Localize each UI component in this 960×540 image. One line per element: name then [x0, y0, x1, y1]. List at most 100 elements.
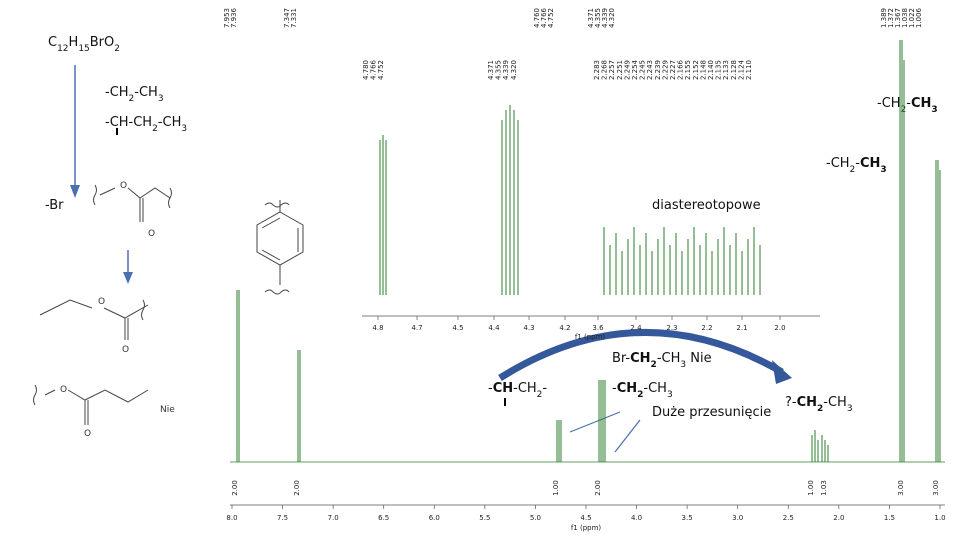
peak-label: 2.268 [601, 60, 609, 80]
label-part: H [69, 35, 79, 50]
label: Br-CH2-CH3 Nie [612, 351, 712, 370]
integral: 3.00 [897, 480, 905, 496]
tick-label: 2.1 [736, 324, 747, 332]
peak-label: 4.766 [540, 7, 548, 28]
tick-label: 2.4 [630, 324, 642, 332]
tick-label: 1.5 [884, 514, 895, 522]
peak-label: 2.124 [737, 59, 745, 80]
peak-label: 4.780 [362, 60, 370, 80]
peak-label: 7.953 [223, 8, 231, 28]
tick-label: 4.4 [488, 324, 500, 332]
peak-label: 4.355 [594, 8, 602, 28]
label-part: 3 [181, 124, 187, 134]
peak-label: 2.148 [699, 60, 707, 80]
label: diastereotopowe [652, 198, 761, 213]
atom: O [84, 429, 91, 439]
label-part: CH [617, 381, 637, 396]
tick-label: 3.5 [682, 514, 693, 522]
label: Nie [160, 405, 175, 415]
tick-label: 2.0 [774, 324, 785, 332]
label-part: 2 [114, 44, 120, 54]
label: -CH2-CH3 [877, 96, 938, 115]
peak-label: 2.257 [608, 60, 616, 80]
pointers [569, 411, 641, 453]
tick-label: 7.5 [277, 514, 288, 522]
peak-label: 4.355 [495, 60, 503, 80]
arrow [498, 329, 784, 381]
label-part: Nie [686, 351, 711, 366]
label: Duże przesunięcie [652, 405, 771, 420]
tick-label: 4.0 [631, 514, 642, 522]
peak-label: 7.936 [230, 7, 238, 28]
peak-label: 4.371 [587, 8, 595, 28]
label: -CH2-CH3 [105, 85, 164, 104]
label: -CH-CH2-CH3 [105, 115, 187, 134]
label-part: -CH [657, 351, 681, 366]
tick-label: 7.0 [328, 514, 339, 522]
label-part: -Br [45, 198, 64, 213]
label-part: CH [493, 381, 513, 396]
peak-label: 2.166 [677, 59, 685, 80]
label-part: 2 [817, 404, 823, 414]
peak-label: 1.022 [908, 8, 916, 28]
label-part: -CH [134, 85, 158, 100]
tick-label: 8.0 [226, 514, 237, 522]
peak-label: 2.251 [616, 60, 624, 80]
label-part: Duże przesunięcie [652, 405, 771, 420]
label-part: C [48, 35, 57, 50]
label-part: -CH [643, 381, 667, 396]
label-part: 2 [129, 94, 135, 104]
label-part: 15 [78, 44, 89, 54]
peak-label: 4.752 [377, 60, 385, 80]
label-part: 2 [637, 390, 643, 400]
peak-label: 1.038 [901, 8, 909, 28]
peak-label: 1.006 [915, 7, 923, 28]
label-part: Br- [612, 351, 630, 366]
label: C12H15BrO2 [48, 35, 120, 54]
label-part: - [542, 381, 547, 396]
integral: 3.00 [932, 480, 940, 496]
peak-label: 2.254 [631, 59, 639, 80]
label: -Br [45, 198, 64, 213]
tick-label: 3.6 [592, 324, 604, 332]
peak-label: 2.243 [646, 60, 654, 80]
peak-label: 4.339 [502, 60, 510, 80]
tick-label: 4.2 [559, 324, 570, 332]
label-part: Nie [160, 405, 175, 415]
label-part: CH [860, 156, 880, 171]
integral: 1.00 [552, 480, 560, 496]
peak-label: 2.249 [623, 60, 631, 80]
integral: 2.00 [231, 480, 239, 496]
peak-label: 2.227 [669, 60, 677, 80]
tick-label: 5.0 [530, 514, 541, 522]
label: -CH2-CH3 [826, 156, 887, 175]
label-part: - [855, 156, 860, 171]
label-part: 2 [850, 165, 856, 175]
peak-label: 2.229 [661, 60, 669, 80]
tick-label: 2.2 [701, 324, 712, 332]
label-part: -CH [823, 395, 847, 410]
peak-label: 2.239 [654, 60, 662, 80]
peak-label: 4.760 [533, 8, 541, 28]
label: -CH-CH2- [488, 381, 547, 400]
tick-label: 2.5 [783, 514, 794, 522]
label-part: ?- [785, 395, 797, 410]
label-part: 3 [931, 105, 937, 115]
label-part: 12 [57, 44, 68, 54]
label-part: 2 [901, 105, 907, 115]
tick-label: 5.5 [479, 514, 490, 522]
peak-label: 4.371 [487, 60, 495, 80]
structures [33, 65, 506, 425]
label-part: - [612, 381, 617, 396]
tick-label: 6.0 [429, 514, 440, 522]
peak-label: 4.766 [370, 59, 378, 80]
peak-label: 4.752 [547, 8, 555, 28]
tick-label: 6.5 [378, 514, 389, 522]
label: -CH2-CH3 [612, 381, 673, 400]
label-part: 3 [847, 404, 853, 414]
atom: O [60, 385, 67, 395]
label-part: -CH-CH [105, 115, 152, 130]
label-part: -CH [513, 381, 537, 396]
peak-label: 7.331 [290, 8, 298, 28]
